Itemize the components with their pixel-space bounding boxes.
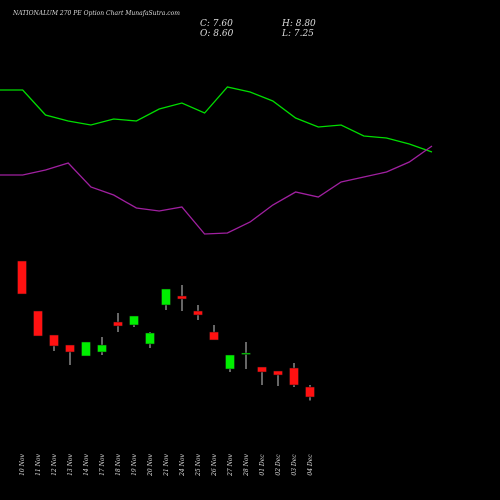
x-tick-label: 25 Nov [195, 453, 202, 476]
x-tick-label: 11 Nov [35, 453, 42, 475]
candle-body [257, 366, 267, 373]
x-tick-label: 20 Nov [147, 453, 154, 476]
candle-body [193, 310, 203, 316]
candle-body [177, 295, 187, 300]
x-tick-label: 26 Nov [211, 453, 218, 476]
x-tick-label: 02 Dec [275, 454, 282, 476]
x-tick-label: 21 Nov [163, 453, 170, 476]
candle-body [161, 288, 171, 306]
x-tick-label: 12 Nov [51, 453, 58, 475]
x-tick-label: 27 Nov [227, 453, 234, 476]
candle-body [241, 352, 251, 355]
candle-body [129, 315, 139, 326]
x-tick-label: 10 Nov [19, 453, 26, 475]
x-tick-label: 24 Nov [179, 453, 186, 476]
candle-body [305, 386, 315, 398]
x-tick-label: 28 Nov [243, 453, 250, 476]
ohlc-low: L: 7.25 [281, 29, 314, 39]
ohlc-open: O: 8.60 [200, 29, 234, 39]
candle-body [145, 332, 155, 345]
candle-body [225, 354, 235, 370]
candle-body [17, 260, 27, 295]
x-tick-label: 17 Nov [99, 453, 106, 475]
candle-body [65, 344, 75, 353]
candle-body [49, 334, 59, 347]
ohlc-close: C: 7.60 [200, 19, 233, 29]
candle-body [33, 310, 43, 337]
x-tick-label: 13 Nov [67, 453, 74, 475]
candle-body [97, 344, 107, 353]
candle-body [81, 341, 91, 357]
candle-body [209, 331, 219, 341]
indicator-line [0, 86, 433, 153]
indicator-line [0, 145, 433, 235]
candle-body [113, 321, 123, 327]
x-tick-label: 01 Dec [259, 454, 266, 476]
ohlc-high: H: 8.80 [281, 19, 316, 29]
x-tick-label: 04 Dec [307, 454, 314, 476]
x-tick-label: 18 Nov [115, 453, 122, 475]
chart-title: NATIONALUM 270 PE Option Chart MunafaSut… [12, 10, 180, 17]
x-tick-label: 19 Nov [131, 453, 138, 475]
x-tick-label: 03 Dec [291, 454, 298, 476]
candle-body [289, 367, 299, 386]
x-tick-label: 14 Nov [83, 453, 90, 475]
candle-body [273, 370, 283, 376]
